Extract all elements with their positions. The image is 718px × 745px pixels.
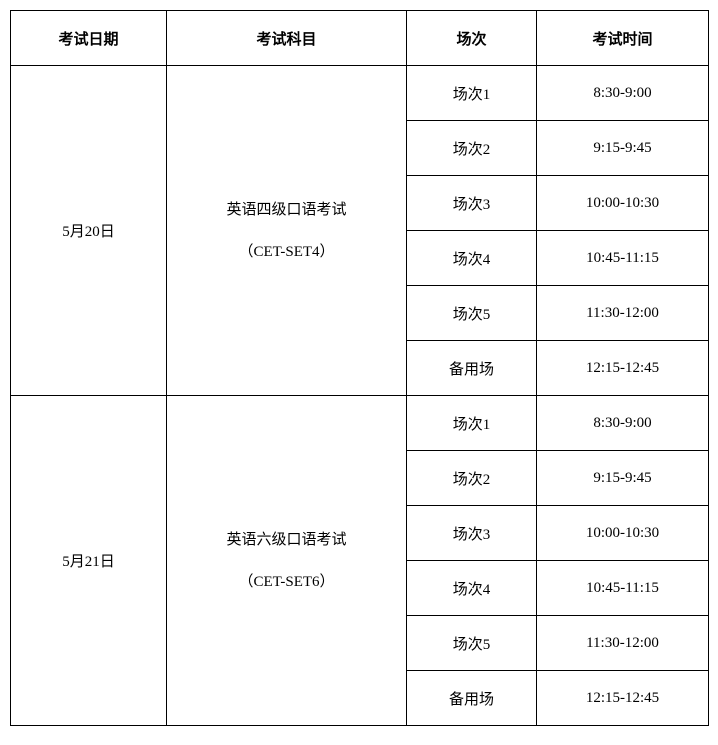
- session-cell: 场次1: [407, 396, 537, 451]
- time-cell: 12:15-12:45: [537, 671, 709, 726]
- time-cell: 11:30-12:00: [537, 286, 709, 341]
- time-cell: 9:15-9:45: [537, 451, 709, 506]
- table-row: 5月21日 英语六级口语考试 （CET-SET6） 场次1 8:30-9:00: [11, 396, 709, 451]
- subject-line1: 英语四级口语考试: [226, 202, 346, 218]
- time-cell: 10:00-10:30: [537, 506, 709, 561]
- time-cell: 8:30-9:00: [537, 396, 709, 451]
- session-cell: 场次5: [407, 286, 537, 341]
- time-cell: 9:15-9:45: [537, 121, 709, 176]
- session-cell: 场次2: [407, 121, 537, 176]
- header-session: 场次: [407, 11, 537, 66]
- date-cell: 5月20日: [11, 66, 167, 396]
- session-cell: 场次3: [407, 506, 537, 561]
- session-cell: 场次4: [407, 561, 537, 616]
- table-header-row: 考试日期 考试科目 场次 考试时间: [11, 11, 709, 66]
- time-cell: 10:00-10:30: [537, 176, 709, 231]
- header-time: 考试时间: [537, 11, 709, 66]
- exam-schedule-table: 考试日期 考试科目 场次 考试时间 5月20日 英语四级口语考试 （CET-SE…: [10, 10, 709, 726]
- time-cell: 10:45-11:15: [537, 561, 709, 616]
- subject-cell: 英语四级口语考试 （CET-SET4）: [167, 66, 407, 396]
- subject-line2: （CET-SET6）: [238, 574, 334, 590]
- session-cell: 场次4: [407, 231, 537, 286]
- header-subject: 考试科目: [167, 11, 407, 66]
- session-cell: 备用场: [407, 341, 537, 396]
- date-cell: 5月21日: [11, 396, 167, 726]
- time-cell: 12:15-12:45: [537, 341, 709, 396]
- session-cell: 场次3: [407, 176, 537, 231]
- time-cell: 10:45-11:15: [537, 231, 709, 286]
- subject-cell: 英语六级口语考试 （CET-SET6）: [167, 396, 407, 726]
- session-cell: 场次2: [407, 451, 537, 506]
- session-cell: 场次5: [407, 616, 537, 671]
- table-row: 5月20日 英语四级口语考试 （CET-SET4） 场次1 8:30-9:00: [11, 66, 709, 121]
- session-cell: 备用场: [407, 671, 537, 726]
- subject-line1: 英语六级口语考试: [226, 532, 346, 548]
- time-cell: 8:30-9:00: [537, 66, 709, 121]
- subject-line2: （CET-SET4）: [238, 244, 334, 260]
- session-cell: 场次1: [407, 66, 537, 121]
- time-cell: 11:30-12:00: [537, 616, 709, 671]
- header-date: 考试日期: [11, 11, 167, 66]
